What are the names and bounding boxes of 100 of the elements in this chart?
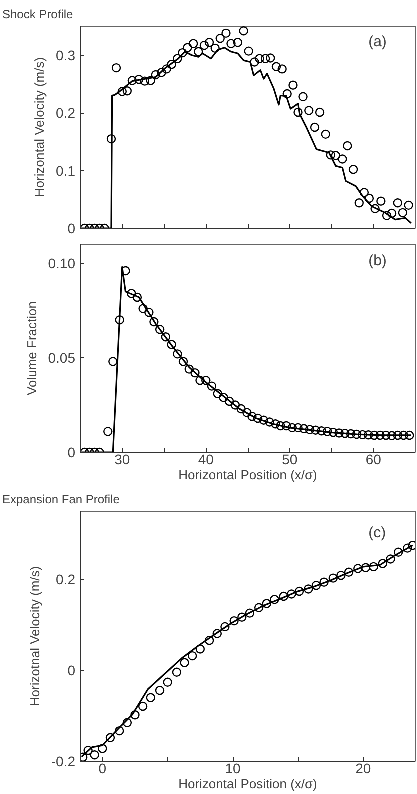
point [376, 196, 386, 206]
point [115, 726, 124, 736]
point [150, 317, 159, 327]
point [369, 562, 378, 572]
point [204, 636, 214, 646]
point [378, 559, 388, 568]
point [226, 39, 236, 48]
point [393, 198, 403, 208]
point [276, 421, 286, 431]
point [265, 418, 274, 427]
point [238, 612, 247, 622]
chart-title: Shock Profile [2, 8, 74, 22]
point [398, 208, 408, 218]
point [399, 430, 408, 440]
point [282, 421, 292, 431]
point [184, 364, 194, 374]
point [320, 578, 329, 587]
annotation: (b) [368, 252, 387, 270]
point [253, 414, 263, 424]
point [178, 357, 188, 366]
point [259, 416, 269, 425]
point [173, 350, 182, 359]
point [163, 678, 172, 687]
point [122, 718, 132, 728]
point [155, 686, 165, 696]
x-tick-label: 30 [114, 452, 130, 468]
point [334, 428, 344, 438]
point [98, 744, 108, 754]
point [322, 427, 332, 436]
point [219, 393, 228, 402]
point [311, 426, 320, 435]
point [233, 38, 243, 48]
point [310, 122, 320, 132]
point [146, 693, 156, 702]
point [167, 60, 176, 70]
point [354, 564, 363, 574]
y-axis-title: Horizotnal Velocity (m/s) [27, 566, 42, 707]
point [288, 423, 297, 433]
point [210, 44, 220, 54]
point [245, 608, 255, 618]
point [162, 64, 172, 74]
point [262, 599, 272, 608]
point [188, 39, 198, 48]
point [106, 733, 116, 742]
point [194, 47, 204, 56]
point [230, 400, 240, 410]
point [115, 316, 124, 325]
point [317, 426, 326, 436]
point [271, 420, 280, 429]
point [121, 266, 130, 276]
point [155, 325, 165, 334]
y-tick-label: 0.1 [56, 162, 76, 179]
point [222, 28, 231, 38]
x-axis-title: Horizontal Position (x/σ) [178, 776, 318, 792]
point [328, 428, 338, 438]
point [304, 106, 314, 116]
point [364, 430, 374, 440]
point [84, 746, 93, 756]
point [370, 430, 380, 440]
point [242, 408, 252, 418]
point [386, 554, 396, 564]
point [196, 376, 205, 386]
point [173, 54, 182, 64]
point [157, 68, 166, 78]
point [224, 396, 234, 406]
point [382, 430, 391, 440]
point [108, 357, 118, 366]
point [212, 629, 222, 638]
point [144, 308, 154, 318]
point [331, 151, 341, 160]
point [294, 586, 304, 596]
point [230, 616, 239, 626]
point [104, 427, 113, 436]
point [387, 431, 397, 440]
x-tick-label: 50 [282, 452, 298, 468]
point [128, 76, 138, 86]
point [266, 54, 276, 63]
point [321, 130, 330, 140]
point [167, 340, 176, 350]
point [404, 200, 414, 210]
x-tick-label: 40 [198, 452, 214, 468]
point [106, 134, 116, 144]
point [288, 80, 298, 90]
point [112, 63, 122, 73]
point [196, 644, 206, 654]
point [361, 563, 371, 572]
point [140, 76, 150, 86]
point [190, 368, 200, 378]
point [244, 46, 254, 56]
point [300, 424, 309, 434]
point [216, 34, 225, 44]
point [270, 595, 280, 604]
point [138, 304, 148, 314]
y-tick-label: 0.2 [56, 572, 76, 588]
x-tick-label: 10 [225, 760, 242, 776]
point [161, 332, 171, 342]
point [220, 622, 230, 632]
point [287, 590, 296, 599]
point [254, 603, 264, 612]
point [122, 86, 132, 96]
